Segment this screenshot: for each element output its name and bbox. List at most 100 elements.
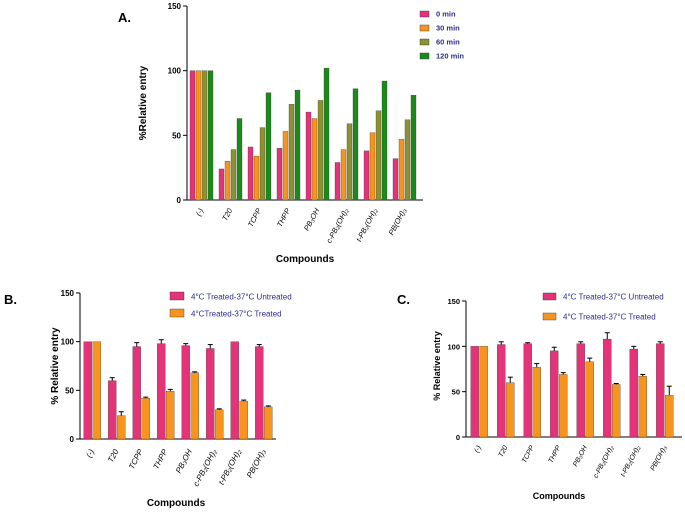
- bar: [585, 361, 594, 438]
- bar: [236, 118, 243, 201]
- bar: [201, 70, 208, 201]
- x-tick-label: TCPP: [127, 447, 145, 471]
- y-tick-label: 150: [447, 297, 460, 306]
- legend-swatch: [169, 291, 185, 301]
- x-axis-label: Compounds: [533, 491, 586, 501]
- bar: [497, 344, 506, 438]
- bar: [207, 70, 214, 201]
- x-tick-label: PB(OH)₃: [245, 448, 268, 480]
- bar: [195, 70, 202, 201]
- bar: [317, 100, 324, 201]
- bar: [532, 367, 541, 438]
- bar: [559, 374, 568, 438]
- legend: 0 min 30 min 60 min 120 min: [419, 10, 464, 61]
- bar: [92, 341, 101, 440]
- bar: [282, 131, 289, 201]
- bar: [230, 341, 239, 440]
- y-axis-label: % Relative entry: [50, 327, 61, 405]
- bar: [206, 348, 215, 440]
- legend-swatch: [419, 52, 430, 60]
- y-tick-label: 100: [168, 67, 182, 76]
- legend-swatch: [542, 312, 557, 321]
- bar: [181, 345, 190, 440]
- bar: [363, 150, 370, 201]
- bar: [218, 168, 225, 201]
- y-tick-label: 0: [70, 435, 75, 444]
- panel-label: A.: [118, 10, 131, 25]
- bar: [410, 95, 417, 201]
- bar: [230, 149, 237, 201]
- bar: [334, 162, 341, 201]
- y-tick-label: 50: [65, 386, 74, 395]
- bar: [398, 139, 405, 201]
- bar: [629, 348, 638, 438]
- bar: [665, 395, 674, 438]
- x-axis-label: Compounds: [147, 498, 206, 509]
- bar: [259, 127, 266, 201]
- x-tick-label: TCPP: [246, 207, 263, 229]
- x-tick-label: (-): [194, 206, 206, 217]
- bar: [276, 148, 283, 201]
- x-tick-label: (-): [474, 445, 483, 454]
- bar: [288, 104, 295, 201]
- x-tick-label: THPP: [152, 447, 170, 471]
- legend: 4°C Treated-37°C Untreated 4°C Treated-37…: [542, 293, 664, 322]
- y-tick-label: 150: [168, 2, 182, 11]
- bar: [264, 406, 273, 440]
- x-tick-label: (-): [84, 447, 96, 459]
- y-tick-label: 0: [177, 196, 182, 205]
- y-tick-label: 100: [61, 338, 75, 347]
- bar: [117, 415, 126, 440]
- panel-label: C.: [397, 292, 410, 307]
- bar: [239, 400, 248, 440]
- x-tick-label: c-PB₂(OH)₂: [191, 448, 218, 488]
- bar: [638, 376, 647, 438]
- y-axis-label: % Relative entry: [432, 331, 442, 401]
- x-tick-label: c-PB₂(OH)₂: [593, 444, 616, 479]
- bar: [215, 409, 224, 440]
- chart-panel-1: A. 0 50 100 150 %Relative entry Compounds (-) T2…: [118, 2, 464, 265]
- bar: [479, 346, 488, 438]
- bar: [311, 118, 318, 201]
- bar: [470, 346, 479, 438]
- y-tick-label: 150: [61, 289, 75, 298]
- bar: [612, 384, 621, 438]
- x-tick-label: THPP: [275, 207, 292, 229]
- x-tick-label: t-PB₂(OH)₂: [354, 207, 379, 244]
- bar: [392, 158, 399, 201]
- bar: [190, 372, 199, 440]
- bar: [323, 67, 330, 201]
- legend-label: 4°C Treated-37°C Treated: [563, 313, 656, 322]
- chart-panel-3: C. 0 50 100 150 % Relative entry Compounds (-) T…: [397, 292, 682, 501]
- y-axis-label: %Relative entry: [138, 65, 149, 140]
- bar: [157, 343, 166, 440]
- legend-label: 30 min: [436, 24, 460, 33]
- x-tick-label: THPP: [548, 444, 563, 464]
- x-axis-label: Compounds: [276, 254, 335, 265]
- x-tick-label: PB₃OH: [174, 448, 194, 475]
- x-tick-label: T20: [106, 447, 121, 464]
- bar: [550, 350, 559, 438]
- y-tick-label: 100: [447, 342, 460, 351]
- bar: [132, 346, 141, 440]
- bar: [340, 149, 347, 201]
- panel-label: B.: [4, 292, 17, 307]
- legend-label: 60 min: [436, 38, 460, 47]
- bar: [506, 382, 515, 438]
- bar: [141, 397, 150, 440]
- bar: [265, 92, 272, 201]
- x-tick-label: PB₃OH: [302, 206, 322, 232]
- x-tick-label: T20: [498, 445, 510, 459]
- legend-label: 4°C Treated-37°C Untreated: [563, 293, 664, 302]
- bar: [247, 146, 254, 201]
- bar: [352, 88, 359, 201]
- x-tick-label: PB(OH)₃: [387, 207, 409, 237]
- bar: [381, 80, 388, 201]
- x-tick-label: T20: [220, 206, 234, 222]
- bar: [603, 338, 612, 438]
- legend-label: 120 min: [436, 52, 464, 61]
- y-tick-label: 0: [456, 433, 460, 442]
- x-tick-label: c-PB₂(OH)₂: [324, 207, 350, 245]
- bar: [83, 341, 92, 440]
